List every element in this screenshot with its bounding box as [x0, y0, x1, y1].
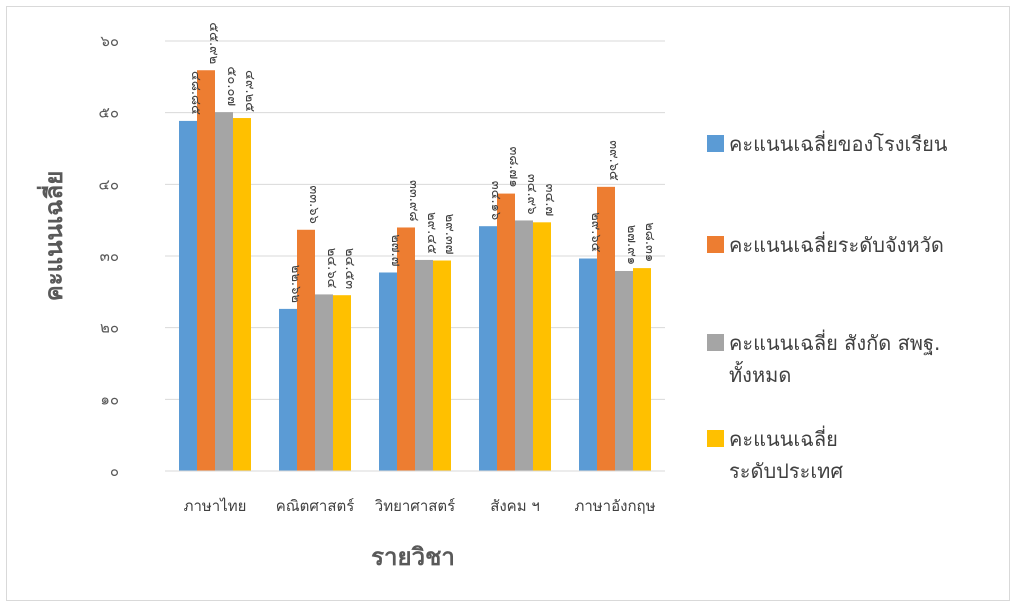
data-label: ๒๒.๖๒ — [288, 265, 303, 303]
data-label: ๓๔.๑๖ — [488, 181, 503, 220]
data-label: ๓๘.๗๑ — [506, 147, 521, 188]
data-label: ๒๘.๓๑ — [642, 222, 657, 262]
bar — [333, 295, 351, 471]
y-tick-label: ๓๐ — [100, 247, 119, 265]
data-label: ๕๕.๙๒ — [206, 22, 221, 64]
data-label: ๒๙.๔๕ — [424, 212, 439, 254]
x-tick-label: สังคม ฯ — [490, 497, 540, 515]
y-axis-ticks: ๐ ๑๐ ๒๐ ๓๐ ๔๐ ๕๐ ๖๐ — [98, 32, 119, 480]
x-axis-title: รายวิชา — [371, 543, 455, 571]
data-label: ๕๐.๐๗ — [224, 67, 239, 107]
data-label: ๓๙.๖๕ — [606, 140, 621, 181]
x-tick-label: ภาษาอังกฤษ — [574, 497, 655, 515]
bar — [315, 294, 333, 471]
y-tick-label: ๕๐ — [98, 104, 119, 122]
bar — [597, 186, 615, 471]
y-tick-label: ๔๐ — [98, 175, 119, 193]
bar — [615, 270, 633, 471]
data-label: ๒๗.๙๑ — [624, 225, 639, 265]
y-axis-title: คะแนนเฉลี่ย — [36, 171, 68, 302]
bar — [579, 258, 597, 471]
legend: คะแนนเฉลี่ยของโรงเรียนคะแนนเฉลี่ยระดับจั… — [707, 130, 948, 483]
chart-area: ๐ ๑๐ ๒๐ ๓๐ ๔๐ ๕๐ ๖๐ ๔๘.๘๕ ๕๕.๙๒ ๕๐.๐๗ ๔๙.๒๕๒๒.๖๒ ๓… — [6, 6, 1010, 601]
bar — [279, 308, 297, 471]
bar — [297, 229, 315, 471]
bar — [215, 112, 233, 471]
legend-label: คะแนนเฉลี่ยระดับจังหวัด — [729, 231, 944, 257]
y-tick-label: ๖๐ — [100, 32, 119, 50]
data-label: ๓๓.๙๘ — [406, 180, 421, 221]
bar — [479, 226, 497, 471]
legend-label: คะแนนเฉลี่ยระดับประเทศ — [729, 425, 843, 483]
data-label: ๒๙.๓๗ — [442, 214, 457, 255]
bar — [515, 220, 533, 471]
x-axis-categories: ภาษาไทย คณิตศาสตร์ วิทยาศาสตร์ สังคม ฯ ภาษาอ… — [184, 497, 656, 515]
data-label: ๔๙.๒๕ — [242, 70, 257, 112]
bar — [497, 193, 515, 471]
bar — [433, 260, 451, 471]
y-tick-label: ๑๐ — [100, 390, 119, 408]
data-label: ๒๗.๗ — [388, 234, 403, 266]
data-label: ๓๓.๖๖ — [306, 185, 321, 223]
data-label: ๔๘.๘๕ — [188, 71, 203, 115]
bar — [415, 259, 433, 471]
bar — [179, 120, 197, 472]
bar — [533, 222, 551, 471]
bars — [179, 70, 651, 472]
x-tick-label: ภาษาไทย — [184, 497, 247, 515]
bar — [233, 118, 251, 472]
x-tick-label: วิทยาศาสตร์ — [374, 497, 455, 515]
data-label: ๒๙.๖๕ — [588, 212, 603, 252]
data-label: ๓๔.๙๖ — [524, 174, 539, 215]
bar — [379, 272, 397, 471]
y-tick-label: ๐ — [110, 462, 119, 480]
legend-swatch — [707, 334, 724, 351]
data-label: ๒๔.๕๓ — [342, 248, 357, 289]
legend-label: คะแนนเฉลี่ยของโรงเรียน — [729, 130, 948, 156]
bar — [633, 268, 651, 471]
legend-label: คะแนนเฉลี่ย สังกัด สพฐ.ทั้งหมด — [729, 329, 940, 387]
x-tick-label: คณิตศาสตร์ — [276, 497, 355, 515]
bar — [197, 70, 215, 472]
y-tick-label: ๒๐ — [100, 319, 119, 337]
legend-swatch — [707, 236, 724, 253]
data-label: ๓๔.๗ — [542, 184, 557, 217]
data-label: ๒๔.๖๔ — [324, 248, 339, 289]
bar — [397, 227, 415, 471]
legend-swatch — [707, 135, 724, 152]
legend-swatch — [707, 430, 724, 447]
